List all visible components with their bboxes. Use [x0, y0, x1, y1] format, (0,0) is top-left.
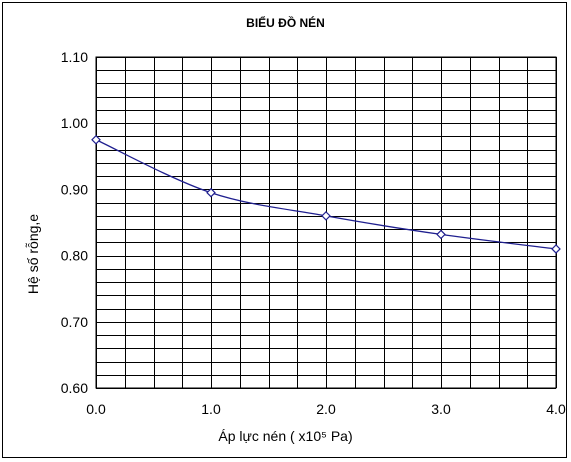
- y-tick-label: 0.70: [61, 314, 88, 330]
- y-tick-label: 0.80: [61, 248, 88, 264]
- data-point-marker: [436, 229, 446, 240]
- x-tick-label: 3.0: [431, 401, 451, 417]
- chart-title: BIỂU ĐỒ NÉN: [246, 16, 325, 30]
- tick-labels: 0.0 1.0 2.0 3.0 4.0 0.60 0.70 0.80 0.90 1.00 1.10: [61, 49, 566, 417]
- x-tick-label: 4.0: [546, 401, 566, 417]
- x-tick-label: 0.0: [86, 401, 106, 417]
- x-tick-label: 2.0: [316, 401, 336, 417]
- y-tick-label: 1.00: [61, 115, 88, 131]
- y-tick-label: 1.10: [61, 49, 88, 65]
- data-point-marker: [91, 134, 101, 145]
- x-tick-label: 1.0: [201, 401, 221, 417]
- data-point-marker: [321, 211, 331, 221]
- y-tick-label: 0.60: [61, 380, 88, 396]
- data-point-marker: [551, 244, 561, 254]
- grid: [95, 56, 557, 389]
- x-axis-label: Áp lực nén ( x10⁵ Pa): [218, 428, 353, 444]
- y-tick-label: 0.90: [61, 181, 88, 197]
- series: [91, 134, 561, 254]
- data-point-marker: [206, 187, 216, 198]
